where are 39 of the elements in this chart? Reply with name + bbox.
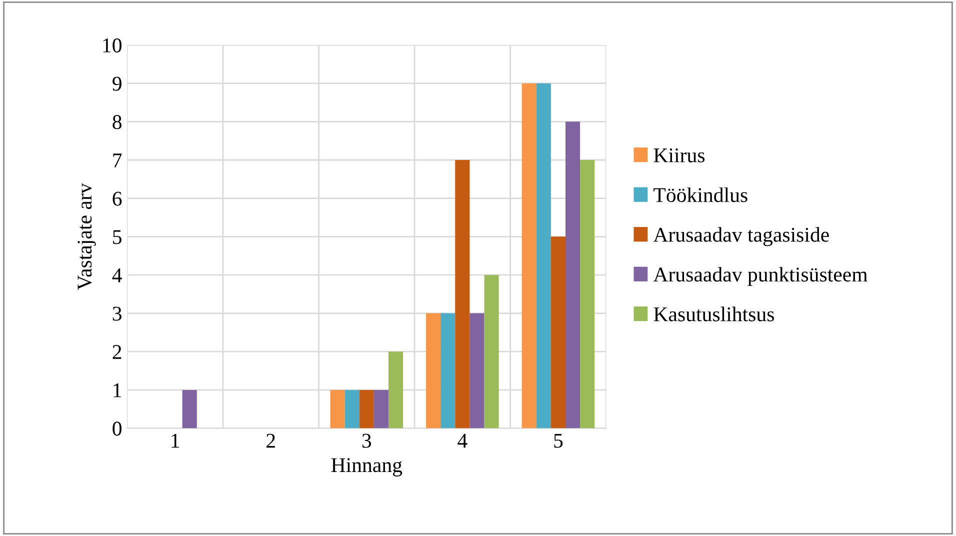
x-axis-title: Hinnang <box>331 458 402 476</box>
y-tick-label: 5 <box>113 230 122 244</box>
bar <box>359 390 374 428</box>
legend-label: Kasutuslihtsus <box>654 306 774 322</box>
y-tick-label: 3 <box>112 306 122 321</box>
bar <box>440 313 456 428</box>
y-tick-label: 0 <box>112 422 122 436</box>
x-tick-label: 1 <box>172 434 179 448</box>
x-tick-label: 5 <box>554 434 563 448</box>
bar <box>536 83 551 428</box>
y-tick-label: 6 <box>112 192 122 206</box>
bar <box>565 122 580 428</box>
y-tick-label: 1 <box>114 383 122 398</box>
y-tick-label: 10 <box>103 38 122 52</box>
bar <box>470 313 484 428</box>
legend-label: Arusaadav tagasiside <box>653 227 829 246</box>
bar <box>484 274 499 428</box>
y-tick-label: 8 <box>112 115 122 130</box>
x-tick-label: 3 <box>362 434 372 448</box>
bar <box>374 390 388 428</box>
y-tick-label: 7 <box>113 154 122 168</box>
legend-label: Kiirus <box>654 148 705 162</box>
bar <box>550 236 566 428</box>
bar <box>182 390 197 428</box>
y-tick-label: 2 <box>112 345 122 359</box>
x-tick-label: 2 <box>266 434 275 448</box>
y-tick-label: 9 <box>112 76 122 91</box>
bar <box>330 390 345 428</box>
legend-label: Arusaadav punktisüsteem <box>653 266 868 286</box>
y-tick-label: 4 <box>112 268 122 282</box>
bar <box>426 313 441 428</box>
y-axis-title: Vastajate arv <box>78 183 96 290</box>
bar <box>455 160 470 428</box>
bar <box>580 160 595 428</box>
x-tick-label: 4 <box>458 434 468 448</box>
bar <box>388 352 404 428</box>
legend-label: Töökindlus <box>654 187 748 202</box>
bar <box>522 83 536 428</box>
bar <box>344 390 360 428</box>
